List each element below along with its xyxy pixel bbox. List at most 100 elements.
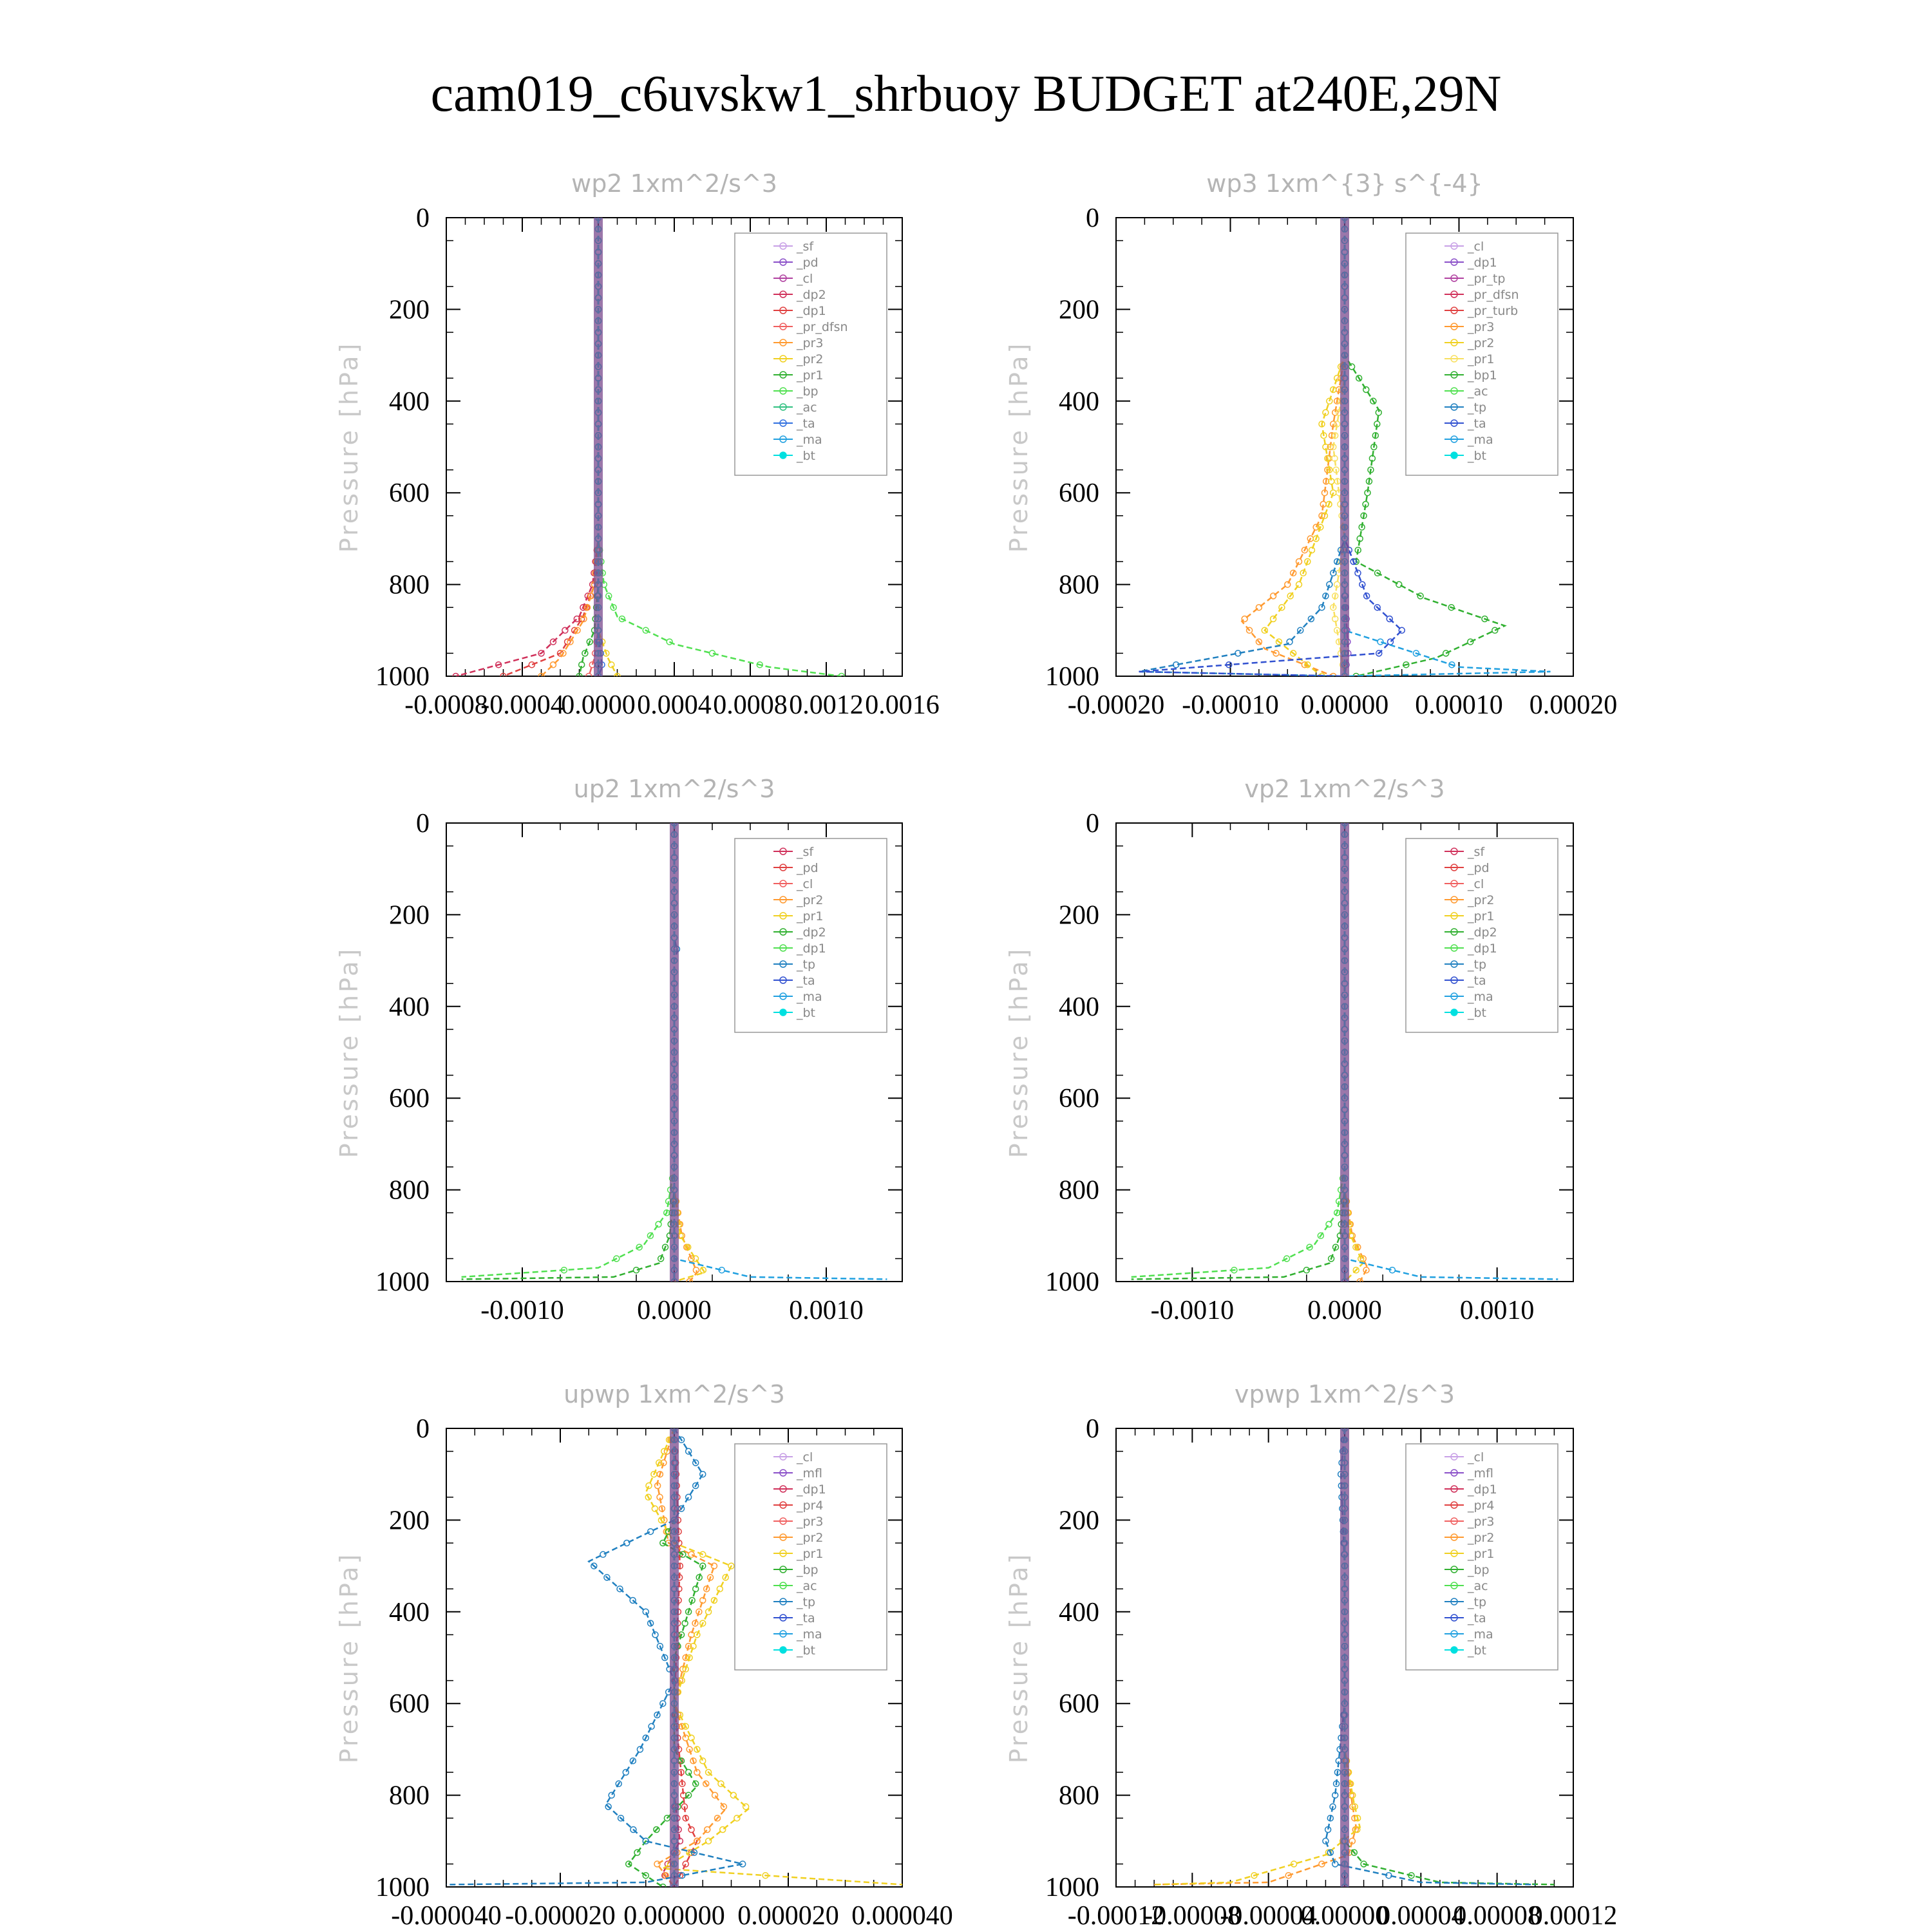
series-marker (1322, 592, 1329, 600)
y-tick-label: 400 (389, 1598, 430, 1627)
series-marker (1241, 615, 1248, 623)
y-tick-label: 1000 (375, 1873, 430, 1902)
series-marker (1368, 455, 1376, 462)
legend-swatch-marker (779, 1009, 787, 1016)
x-tick-label: -0.0004 (480, 690, 564, 720)
series-marker (1332, 1244, 1340, 1251)
y-tick-label: 400 (389, 992, 430, 1022)
series-marker (1330, 672, 1337, 676)
legend-swatch-marker (1450, 307, 1458, 314)
series-marker (605, 1803, 612, 1810)
series-marker (703, 1826, 711, 1833)
legend-swatch-marker (1450, 403, 1458, 411)
legend-swatch-marker (779, 880, 787, 887)
legend-label: _dp2 (796, 925, 826, 940)
legend-box (1405, 1443, 1558, 1671)
series-marker (699, 1551, 706, 1558)
x-tick-label: -0.00010 (1182, 690, 1279, 720)
series-marker (694, 1631, 701, 1638)
series-marker (688, 1551, 695, 1558)
series-marker (1333, 1209, 1341, 1217)
series-marker (1442, 650, 1450, 657)
legend-label: _ta (796, 417, 815, 431)
series-marker (574, 627, 581, 634)
legend-swatch-marker (1450, 1453, 1458, 1461)
series-marker (702, 1780, 710, 1788)
series-line (673, 1428, 698, 1887)
legend-label: _tp (796, 958, 815, 972)
series-marker (1365, 478, 1373, 485)
legend-label: _dp2 (796, 288, 826, 302)
legend-box (734, 838, 887, 1033)
legend-label: _pr1 (796, 1547, 823, 1561)
legend-swatch-marker (1450, 419, 1458, 427)
series-line (1154, 1428, 1358, 1886)
series-marker (578, 661, 585, 668)
series-marker (659, 1539, 667, 1547)
series-marker (692, 1620, 699, 1627)
legend-swatch-marker (779, 928, 787, 936)
legend-label: _ma (1467, 990, 1493, 1004)
y-axis-label: Pressure [hPa] (1005, 947, 1033, 1159)
series-marker (603, 1574, 611, 1581)
legend-swatch-marker (779, 1630, 787, 1638)
series-marker (694, 1768, 701, 1776)
legend-swatch-marker (779, 242, 787, 250)
series-marker (1255, 638, 1263, 645)
legend-label: _pr3 (796, 336, 823, 350)
legend-swatch-marker (779, 1517, 787, 1525)
series-marker (1320, 431, 1327, 439)
legend-swatch-marker (1450, 1582, 1458, 1589)
y-axis-label: Pressure [hPa] (335, 341, 363, 553)
series-marker (1322, 409, 1329, 416)
series-marker (682, 1654, 689, 1662)
series-marker (699, 1620, 706, 1627)
series-marker (1327, 1255, 1335, 1262)
legend-swatch-marker (1450, 274, 1458, 282)
legend-label: _cl (1467, 240, 1484, 254)
series-marker (658, 1517, 665, 1524)
series-marker (1386, 615, 1393, 623)
series-marker (1333, 581, 1341, 588)
legend-label: _ac (796, 1579, 817, 1593)
series-marker (1286, 638, 1293, 645)
series-marker (1326, 581, 1333, 588)
legend-label: _pd (796, 256, 819, 270)
series-marker (688, 1826, 695, 1833)
series-marker (1325, 500, 1332, 508)
y-tick-label: 0 (1086, 1414, 1099, 1444)
series-marker (1352, 1266, 1359, 1274)
series-marker (1330, 443, 1337, 451)
series-line (1131, 823, 1346, 1278)
y-tick-label: 600 (389, 478, 430, 508)
series-marker (1387, 638, 1394, 645)
series-marker (756, 661, 763, 668)
legend-swatch-marker (1450, 896, 1458, 904)
legend-label: _cl (1467, 877, 1484, 891)
series-marker (706, 1574, 714, 1581)
series-marker (694, 1746, 701, 1753)
legend-swatch-marker (779, 1469, 787, 1477)
panel-title: upwp 1xm^2/s^3 (564, 1380, 785, 1408)
panel-title: up2 1xm^2/s^3 (574, 775, 775, 803)
series-marker (1333, 397, 1341, 405)
zero-overlap-band (1340, 218, 1349, 676)
series-marker (1245, 627, 1253, 634)
series-marker (625, 1861, 632, 1868)
series-marker (650, 1470, 658, 1478)
series-marker (1324, 466, 1331, 473)
legend-swatch-marker (1450, 339, 1458, 346)
x-tick-label: 0.00012 (1530, 1901, 1618, 1931)
zero-overlap-band (670, 823, 679, 1282)
series-marker (538, 650, 545, 657)
series-marker (838, 672, 845, 676)
y-axis-label: Pressure [hPa] (335, 947, 363, 1159)
series-marker (699, 1562, 706, 1569)
series-marker (696, 1608, 703, 1616)
legend-label: _bp1 (1467, 368, 1497, 383)
legend-label: _mfl (796, 1466, 822, 1481)
x-tick-label: -0.000020 (505, 1901, 616, 1931)
series-marker (1304, 558, 1311, 565)
series-marker (1331, 1861, 1339, 1868)
